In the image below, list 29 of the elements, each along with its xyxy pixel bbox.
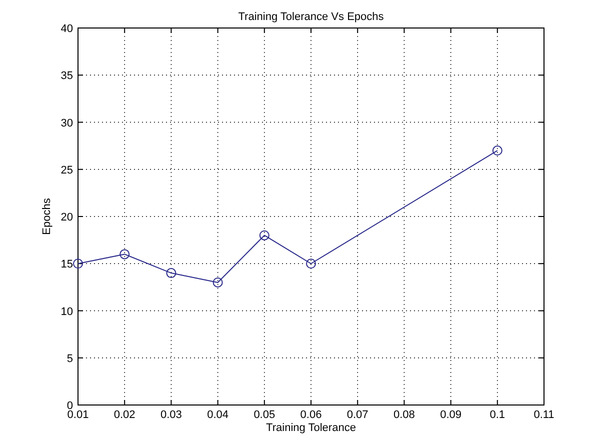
point xyxy=(166,268,176,278)
x-axis-title: Training Tolerance xyxy=(266,422,356,434)
x-tick-label: 0.02 xyxy=(114,409,136,421)
x-tick-label: 0.07 xyxy=(346,409,368,421)
x-tick-label: 0.06 xyxy=(300,409,322,421)
x-tick-label: 0.01 xyxy=(67,409,89,421)
y-tick-label: 30 xyxy=(60,117,73,130)
y-tick-label: 5 xyxy=(66,352,73,365)
y-tick-label: 40 xyxy=(60,23,73,35)
y-axis-title: Epochs xyxy=(41,198,53,235)
x-tick-label: 0.04 xyxy=(207,409,229,421)
x-tick-label: 0.03 xyxy=(160,409,182,421)
x-tick-label: 0.08 xyxy=(393,409,415,421)
y-tick-label: 25 xyxy=(60,164,73,176)
point xyxy=(73,258,83,269)
point xyxy=(259,230,270,240)
y-tick-label: 15 xyxy=(60,258,73,271)
point xyxy=(212,277,223,288)
y-tick-label: 10 xyxy=(60,306,73,318)
x-tick-label: 0.11 xyxy=(534,409,554,421)
y-tick-label: 35 xyxy=(60,70,73,82)
x-tick-label: 0.1 xyxy=(490,409,506,421)
chart-title: Training Tolerance Vs Epochs xyxy=(238,11,384,23)
point xyxy=(120,249,130,260)
point xyxy=(306,258,316,269)
x-tick-label: 0.09 xyxy=(440,409,462,421)
point xyxy=(492,146,502,156)
y-tick-label: 20 xyxy=(60,212,73,224)
x-tick-label: 0.05 xyxy=(254,409,276,421)
